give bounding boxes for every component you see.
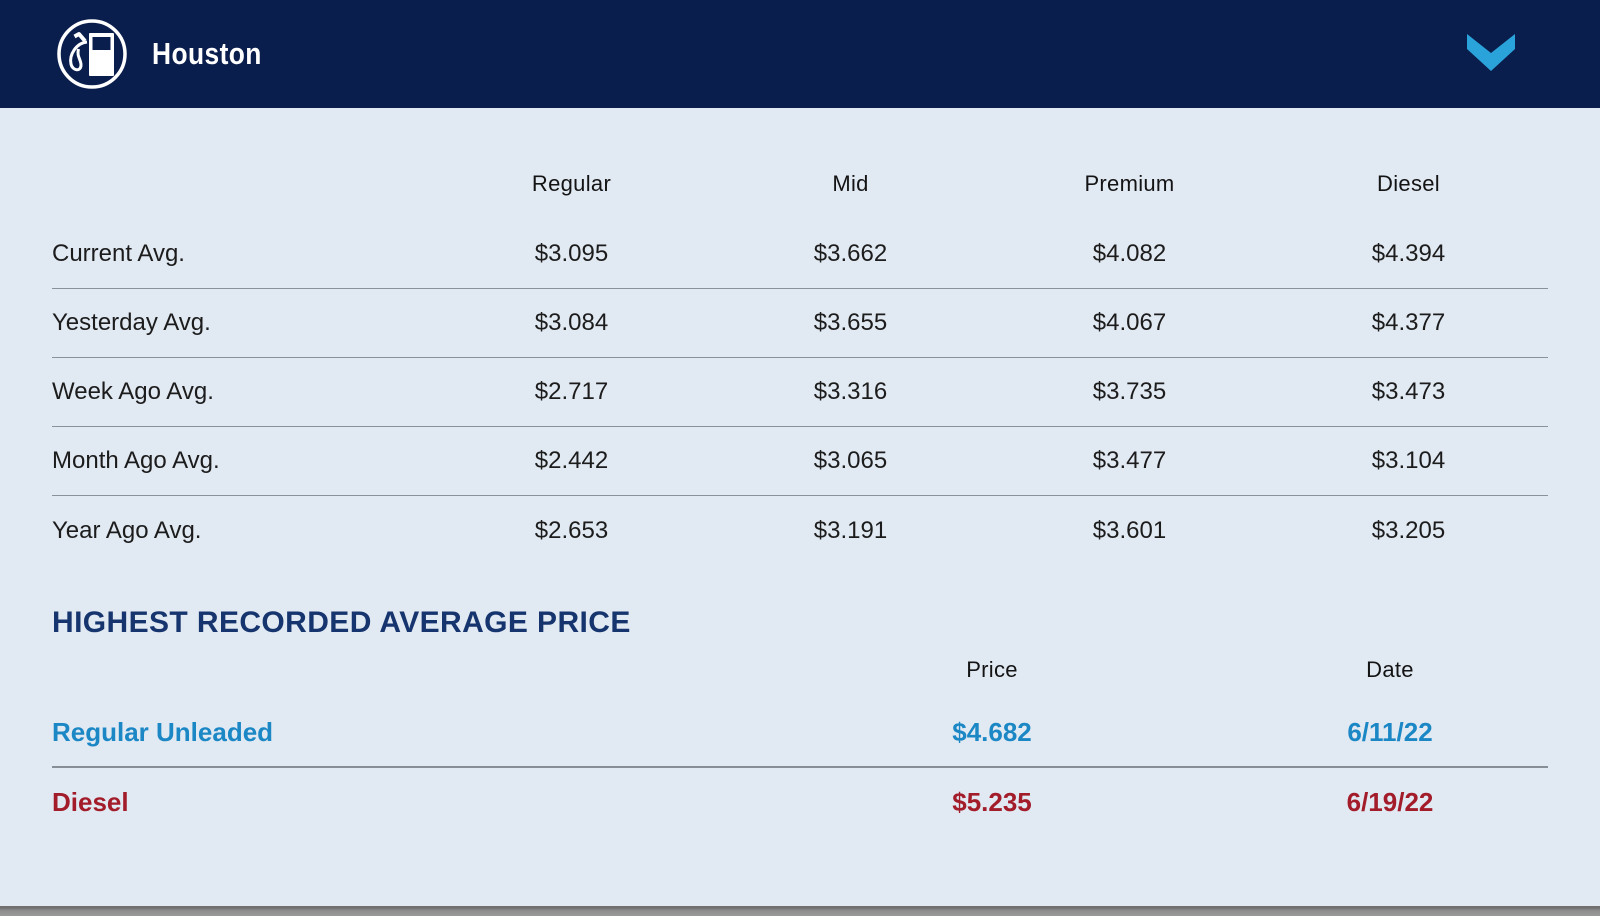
price-cell: $3.191 <box>813 516 888 544</box>
average-price-table: Regular Mid Premium Diesel Current Avg. … <box>52 148 1548 565</box>
table-header-row: Regular Mid Premium Diesel <box>52 148 1548 220</box>
row-label: Week Ago Avg. <box>52 378 214 405</box>
price-cell: $3.065 <box>813 447 888 474</box>
price-cell: $3.477 <box>1092 447 1167 474</box>
price-cell: $3.473 <box>1371 378 1446 405</box>
horizontal-scrollbar[interactable] <box>0 906 1600 916</box>
chevron-down-icon[interactable] <box>1467 34 1515 74</box>
city-selector[interactable]: Houston <box>54 16 281 92</box>
price-cell: $4.082 <box>1092 240 1167 267</box>
fuel-pump-icon <box>54 16 130 92</box>
column-header-premium: Premium <box>1084 171 1175 196</box>
price-cell: $4.067 <box>1092 309 1167 336</box>
highest-date-cell: 6/19/22 <box>1346 787 1434 817</box>
row-label: Month Ago Avg. <box>52 447 220 474</box>
table-row-year-ago-avg: Year Ago Avg. $2.653 $3.191 $3.601 $3.20… <box>52 496 1548 565</box>
fuel-type-label: Diesel <box>52 787 129 817</box>
widget-header: Houston <box>0 0 1600 108</box>
highest-recorded-title: HIGHEST RECORDED AVERAGE PRICE <box>52 606 631 639</box>
price-cell: $4.394 <box>1371 240 1446 267</box>
highest-row-diesel: Diesel $5.235 6/19/22 <box>52 768 1548 837</box>
column-header-mid: Mid <box>832 171 869 196</box>
highest-row-regular-unleaded: Regular Unleaded $4.682 6/11/22 <box>52 699 1548 768</box>
price-cell: $3.735 <box>1092 378 1167 405</box>
price-cell: $3.316 <box>813 378 888 405</box>
column-header-regular: Regular <box>531 171 612 196</box>
row-label: Year Ago Avg. <box>52 516 202 544</box>
row-label: Current Avg. <box>52 240 185 267</box>
price-cell: $2.653 <box>534 516 609 544</box>
table-row-week-ago-avg: Week Ago Avg. $2.717 $3.316 $3.735 $3.47… <box>52 358 1548 427</box>
gas-price-panel: Regular Mid Premium Diesel Current Avg. … <box>0 148 1600 837</box>
row-label: Yesterday Avg. <box>52 309 211 336</box>
price-cell: $3.655 <box>813 309 888 336</box>
highest-recorded-table: Price Date Regular Unleaded $4.682 6/11/… <box>52 641 1548 837</box>
price-cell: $3.104 <box>1371 447 1446 474</box>
highest-price-cell: $5.235 <box>952 787 1032 817</box>
price-cell: $4.377 <box>1371 309 1446 336</box>
table-row-current-avg: Current Avg. $3.095 $3.662 $4.082 $4.394 <box>52 220 1548 289</box>
highest-price-cell: $4.682 <box>952 717 1032 747</box>
price-cell: $3.084 <box>534 309 609 336</box>
column-header-diesel: Diesel <box>1377 171 1440 196</box>
fuel-type-label: Regular Unleaded <box>52 717 274 747</box>
price-cell: $3.662 <box>813 240 888 267</box>
city-title: Houston <box>152 36 262 71</box>
table-row-yesterday-avg: Yesterday Avg. $3.084 $3.655 $4.067 $4.3… <box>52 289 1548 358</box>
price-cell: $2.442 <box>534 447 609 474</box>
price-cell: $3.095 <box>534 240 609 267</box>
column-header-date: Date <box>1366 657 1414 682</box>
column-header-price: Price <box>966 657 1018 682</box>
price-cell: $3.205 <box>1371 516 1446 544</box>
highest-date-cell: 6/11/22 <box>1347 717 1433 747</box>
price-cell: $3.601 <box>1092 516 1167 544</box>
table-row-month-ago-avg: Month Ago Avg. $2.442 $3.065 $3.477 $3.1… <box>52 427 1548 496</box>
price-cell: $2.717 <box>534 378 609 405</box>
highest-header-row: Price Date <box>52 641 1548 699</box>
